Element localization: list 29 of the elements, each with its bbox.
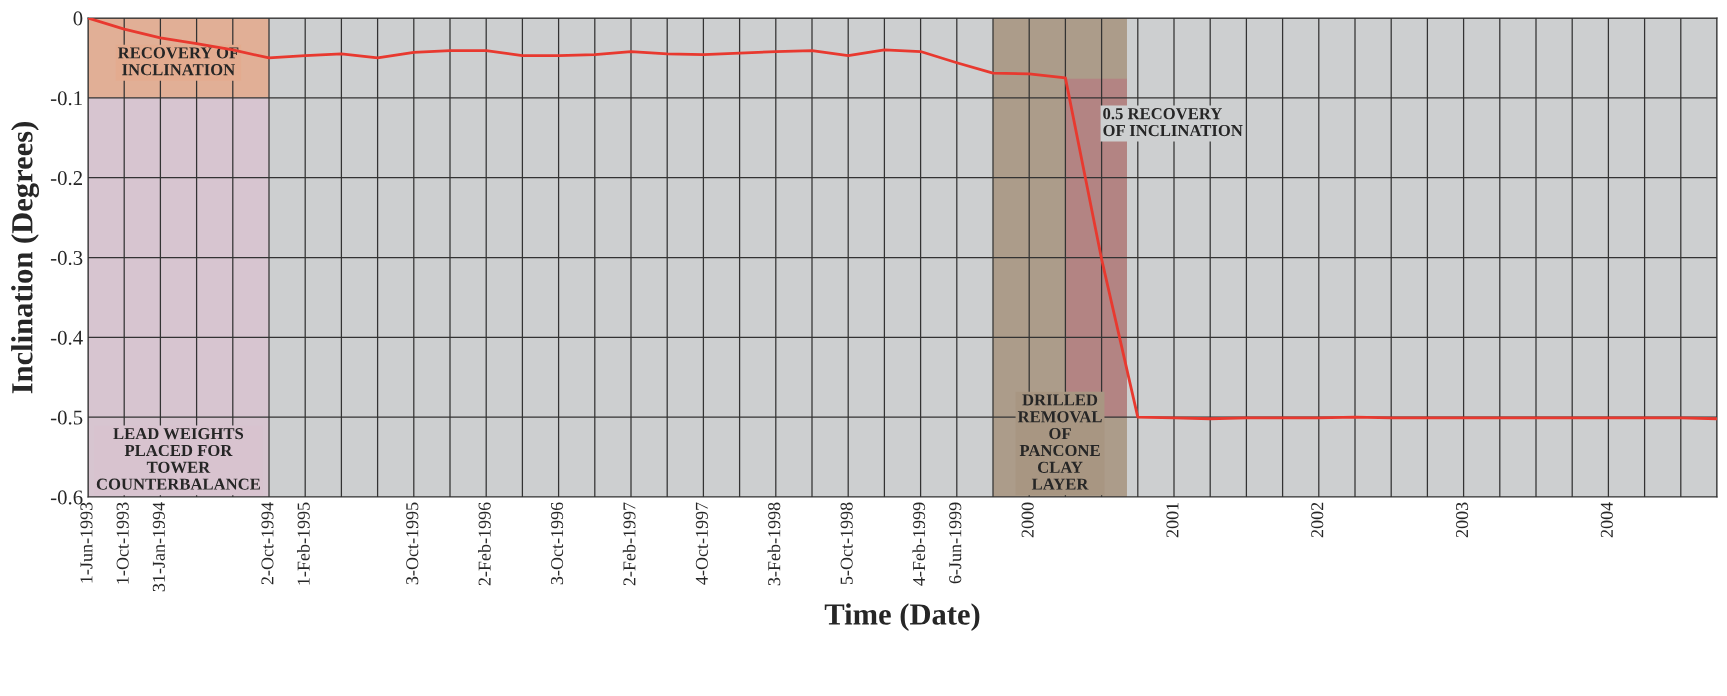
x-tick-label: 2-Feb-1996 [478, 502, 491, 586]
x-tick-label: 3-Feb-1998 [767, 502, 781, 586]
x-tick-label: 5-Oct-1998 [840, 502, 853, 585]
y-tick-label: -0.3 [50, 250, 83, 266]
y-tick-label: 0 [73, 11, 83, 26]
x-tick-label: 6-Jun-1999 [949, 502, 962, 584]
x-tick-label: 3-Oct-1996 [550, 502, 564, 585]
x-axis-title: Time (Date) [824, 603, 980, 631]
x-tick-label: 3-Oct-1995 [406, 502, 419, 585]
x-tick-label: 2000 [1021, 502, 1034, 538]
x-tick-label: 2-Oct-1994 [261, 502, 274, 585]
x-tick-label: 2004 [1600, 502, 1613, 538]
x-tick-label: 2002 [1311, 502, 1324, 538]
annotation: 0.5 RECOVERY OF INCLINATION [1103, 108, 1243, 137]
x-tick-label: 2001 [1166, 502, 1179, 538]
x-tick-label: 31-Jan-1994 [152, 502, 165, 592]
x-tick-label: 4-Feb-1999 [912, 502, 926, 586]
x-tick-label: 2-Feb-1997 [622, 502, 636, 586]
y-axis-title: Inclination (Degrees) [11, 122, 40, 394]
y-tick-label: -0.1 [50, 91, 82, 106]
y-tick-label: -0.5 [50, 410, 83, 425]
y-tick-label: -0.2 [50, 171, 82, 186]
annotation: DRILLED REMOVAL OF PANCONE CLAY LAYER [1017, 394, 1102, 490]
x-tick-label: 2003 [1455, 502, 1469, 538]
annotation: LEAD WEIGHTS PLACED FOR TOWER COUNTERBALANCE [96, 428, 260, 490]
y-tick-label: -0.4 [50, 330, 83, 345]
x-tick-label: 1-Oct-1993 [116, 502, 129, 584]
x-tick-label: 4-Oct-1997 [695, 502, 708, 585]
x-tick-label: 1-Feb-1995 [297, 502, 310, 585]
